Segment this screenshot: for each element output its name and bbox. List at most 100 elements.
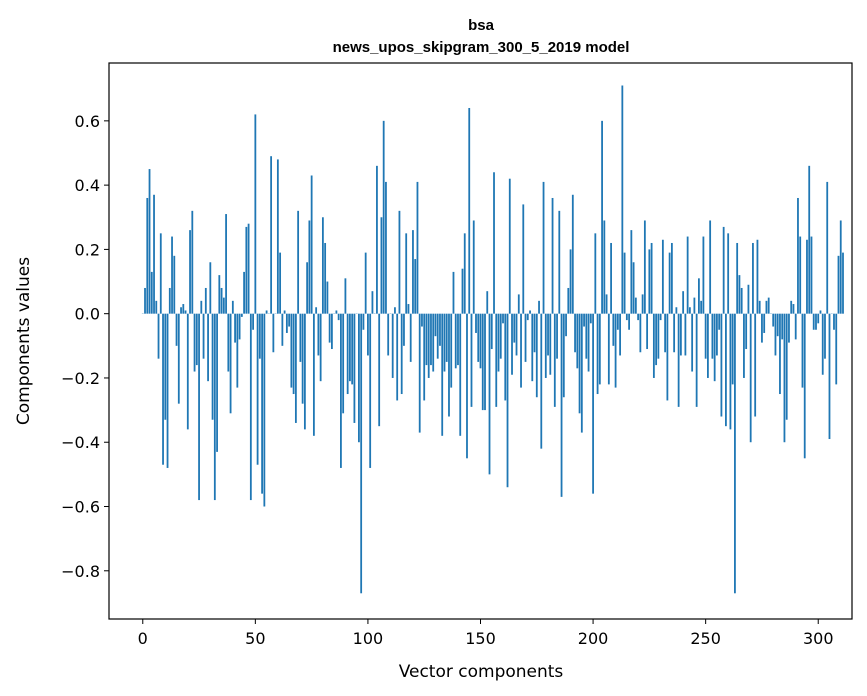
bar (252, 313, 254, 330)
bar (576, 313, 579, 369)
bar (324, 242, 327, 314)
bar (416, 181, 419, 314)
bar (634, 297, 637, 314)
y-tick-label: 0.2 (75, 240, 100, 259)
bar (794, 313, 797, 340)
bar (560, 313, 563, 497)
bar (729, 313, 732, 430)
bar (607, 313, 610, 385)
bar (589, 313, 592, 324)
bar (767, 297, 770, 314)
bar (824, 313, 826, 359)
bar (734, 313, 736, 594)
bar (463, 233, 466, 314)
bar (826, 181, 829, 314)
bar (457, 313, 459, 366)
bar (153, 194, 155, 314)
bar (195, 313, 198, 366)
x-tick-label: 100 (353, 629, 384, 648)
bar (788, 313, 790, 343)
y-tick-label: 0.6 (75, 112, 100, 131)
bar (695, 313, 698, 407)
bar (270, 156, 273, 314)
bar (186, 313, 189, 430)
bar (758, 300, 761, 314)
bar (315, 307, 318, 314)
y-axis-ticks: −0.8 −0.6 −0.4 −0.2 0.0 0.2 0.4 0.6 (61, 112, 109, 581)
chart-title: bsa (468, 17, 495, 34)
bar (213, 313, 216, 501)
bar (385, 181, 387, 314)
bar (628, 313, 630, 330)
bar (418, 313, 421, 433)
bar (173, 255, 176, 314)
bar (317, 313, 320, 356)
bar (587, 313, 590, 372)
bar (632, 262, 635, 314)
bar (177, 313, 180, 404)
bar (630, 230, 633, 314)
y-tick-label: −0.4 (61, 433, 100, 452)
y-axis-label: Components values (14, 257, 34, 425)
bar (258, 313, 261, 359)
bar (580, 313, 583, 433)
bar (698, 278, 700, 314)
bar (472, 220, 475, 314)
bar (526, 313, 529, 321)
bar (533, 313, 536, 353)
bar (803, 313, 806, 459)
bar (376, 165, 378, 314)
bar (461, 268, 464, 314)
bar (155, 300, 158, 314)
bar (403, 313, 405, 346)
bar (815, 313, 817, 330)
bar (477, 313, 480, 362)
bar (688, 307, 691, 314)
bar (499, 313, 502, 359)
bar (367, 313, 369, 356)
bar (312, 313, 315, 436)
bar (797, 197, 799, 314)
bar (574, 313, 576, 353)
bar (443, 313, 446, 372)
bar (358, 313, 360, 443)
bar (159, 233, 162, 314)
bar (236, 313, 239, 388)
bar (693, 297, 696, 314)
bar (382, 120, 385, 314)
bar (752, 242, 754, 314)
bar (303, 313, 306, 430)
bar (707, 313, 709, 378)
chart-subtitle: news_upos_skipgram_300_5_2019 model (333, 39, 630, 56)
bar (337, 313, 340, 321)
bar (216, 313, 218, 452)
bar (171, 236, 173, 314)
bar (668, 252, 671, 314)
bar (475, 313, 477, 333)
bar (765, 300, 768, 314)
bar (578, 313, 581, 414)
bar (515, 313, 518, 356)
bar (585, 313, 588, 359)
bar (745, 313, 748, 350)
bar (432, 313, 435, 372)
bar (407, 304, 410, 314)
x-axis-ticks: 0 50 100 150 200 250 300 (138, 619, 834, 648)
bar (610, 242, 612, 314)
bar (150, 271, 153, 314)
bar (220, 287, 223, 314)
bar (513, 313, 516, 343)
bar (506, 313, 509, 488)
bar (801, 313, 804, 388)
bar (265, 310, 268, 314)
bar (686, 236, 689, 314)
bar (394, 307, 396, 314)
bar (812, 313, 815, 330)
bar (761, 313, 763, 343)
bar (202, 313, 205, 359)
bar (508, 178, 511, 314)
bar (835, 313, 838, 385)
bar (247, 223, 250, 314)
bar (547, 313, 549, 356)
bar (283, 310, 286, 314)
